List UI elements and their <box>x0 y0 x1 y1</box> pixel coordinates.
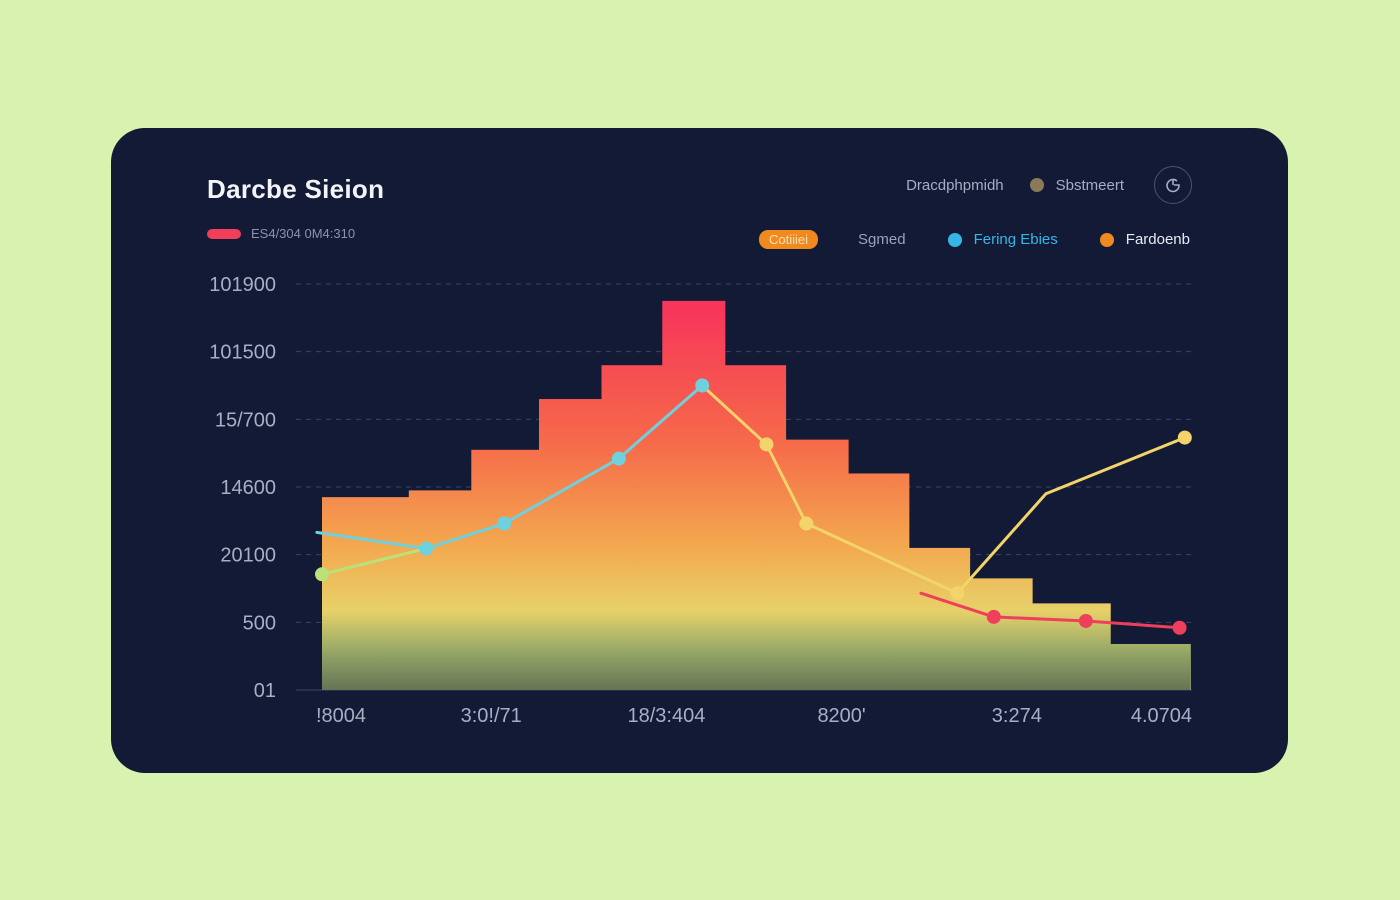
data-point[interactable] <box>419 542 433 556</box>
y-tick-label: 15/700 <box>215 409 276 431</box>
y-tick-label: 01 <box>254 680 276 702</box>
data-point[interactable] <box>950 586 964 600</box>
x-tick-label: 4.0704 <box>1131 705 1192 727</box>
y-tick-label: 20100 <box>220 545 276 567</box>
y-tick-label: 14600 <box>220 477 276 499</box>
data-point[interactable] <box>1079 614 1093 628</box>
data-point[interactable] <box>987 610 1001 624</box>
data-point[interactable] <box>612 452 626 466</box>
x-tick-label: 3:274 <box>992 705 1042 727</box>
area-fade <box>322 610 1190 690</box>
data-point[interactable] <box>799 517 813 531</box>
y-tick-label: 101500 <box>209 342 276 364</box>
data-point[interactable] <box>497 517 511 531</box>
data-point[interactable] <box>315 567 329 581</box>
data-point[interactable] <box>759 437 773 451</box>
y-tick-label: 101900 <box>209 274 276 296</box>
x-tick-label: 3:0!/71 <box>461 705 522 727</box>
chart-plot: 01 500 20100 14600 15/700 101500 101900 !8004 3:… <box>0 0 1400 900</box>
data-point[interactable] <box>1178 431 1192 445</box>
data-point[interactable] <box>695 379 709 393</box>
x-tick-label: 8200' <box>817 705 865 727</box>
x-tick-label: !8004 <box>316 705 366 727</box>
data-point[interactable] <box>1173 621 1187 635</box>
x-tick-label: 18/3:404 <box>627 705 705 727</box>
y-tick-label: 500 <box>243 612 276 634</box>
